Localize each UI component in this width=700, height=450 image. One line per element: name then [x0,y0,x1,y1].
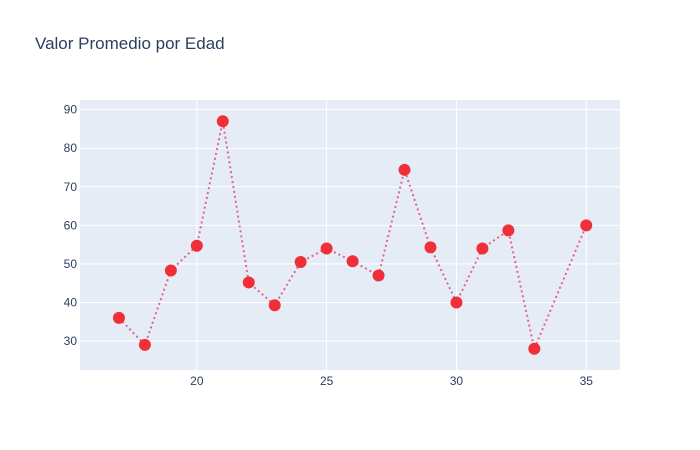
x-tick-label: 30 [450,374,464,388]
y-tick-label: 70 [64,180,78,194]
x-tick-label: 35 [580,374,594,388]
data-point[interactable] [138,338,151,351]
data-point[interactable] [346,255,359,268]
y-tick-label: 80 [64,141,78,155]
data-point[interactable] [580,219,593,232]
y-tick-label: 40 [64,296,78,310]
data-point[interactable] [268,299,281,312]
data-point[interactable] [424,241,437,254]
data-point[interactable] [372,269,385,282]
x-axis-ticks: 20 25 30 35 [190,374,593,388]
grid-lines [80,100,620,370]
data-point[interactable] [502,224,515,237]
y-tick-label: 60 [64,218,78,232]
data-point[interactable] [242,276,255,289]
data-point[interactable] [112,311,125,324]
y-tick-label: 30 [64,334,78,348]
plot-background [80,100,620,370]
chart-title: Valor Promedio por Edad [35,34,225,53]
data-points [112,115,593,355]
data-point[interactable] [320,242,333,255]
data-point[interactable] [216,115,229,128]
x-tick-label: 25 [320,374,334,388]
data-point[interactable] [476,242,489,255]
y-tick-label: 50 [64,257,78,271]
y-axis-ticks: 30 40 50 60 70 80 90 [64,103,78,348]
x-tick-label: 20 [190,374,204,388]
data-point[interactable] [190,239,203,252]
data-point[interactable] [528,342,541,355]
data-point[interactable] [398,163,411,176]
y-tick-label: 90 [64,103,78,117]
data-point[interactable] [450,296,463,309]
data-point[interactable] [164,264,177,277]
data-point[interactable] [294,256,307,268]
